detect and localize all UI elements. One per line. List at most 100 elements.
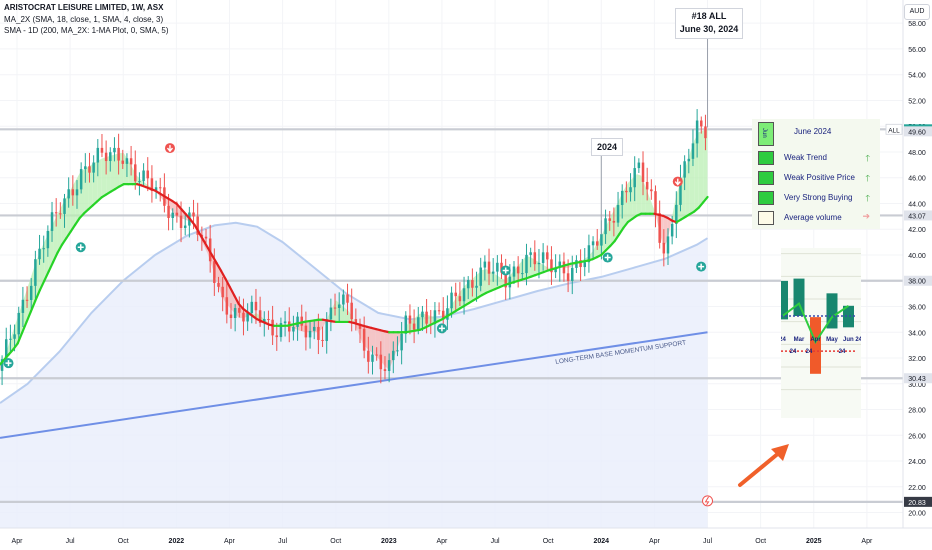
candle-body — [608, 218, 611, 221]
y-axis-background — [903, 0, 932, 550]
candle-body — [38, 248, 41, 260]
y-tick-label: 46.00 — [908, 176, 926, 183]
candle-body — [21, 299, 25, 313]
price-tag — [904, 496, 932, 507]
candle-body — [337, 304, 341, 308]
y-tick-label: 28.00 — [908, 408, 926, 415]
price-tag — [904, 373, 932, 384]
candle-body — [691, 143, 695, 159]
inset-label: 24 — [781, 337, 786, 343]
legend-row: Weak Trend 🡑 — [758, 151, 876, 165]
candle-body — [637, 162, 641, 169]
chart-title: ARISTOCRAT LEISURE LIMITED, 1W, ASX — [4, 3, 164, 12]
candle-body — [666, 236, 670, 254]
candle-body — [96, 147, 100, 163]
currency-button[interactable]: AUD — [904, 4, 930, 20]
inset-label: Apr — [810, 337, 821, 343]
candle-body — [4, 339, 8, 360]
bull-cloud-segment — [39, 242, 45, 291]
x-tick-label: Oct — [330, 538, 341, 545]
x-tick-label: Oct — [543, 538, 554, 545]
candle-body — [346, 294, 349, 303]
ma2x-line-segment — [34, 289, 41, 302]
lightning-glyph — [704, 496, 710, 506]
candle-body — [625, 190, 628, 193]
y-tick-label: 34.00 — [908, 330, 926, 337]
candle-body — [566, 273, 570, 281]
y-tick-label: 40.00 — [908, 253, 926, 260]
ma2x-line-segment — [617, 226, 625, 236]
ma2x-line-segment — [65, 230, 72, 240]
price-tag-label: 43.07 — [908, 213, 926, 220]
candle-body — [254, 301, 258, 311]
bull-cloud-segment — [26, 277, 31, 323]
candle-body — [92, 162, 95, 173]
candle-body — [213, 261, 216, 283]
candle-body — [304, 325, 308, 338]
legend-swatch — [758, 191, 774, 205]
plus-glyph — [77, 244, 84, 251]
candle-body — [392, 350, 395, 361]
candle-body — [533, 252, 537, 265]
ma2x-line-segment — [220, 269, 227, 281]
candle-body — [441, 310, 445, 320]
arrow-head — [771, 444, 789, 461]
candle-body — [50, 212, 54, 231]
candle-body — [675, 204, 678, 224]
indicator-ma2x-label: MA_2X (SMA, 18, close, 1, SMA, 4, close,… — [4, 15, 164, 24]
plus-glyph — [502, 267, 509, 274]
candle-body — [508, 276, 512, 288]
candle-body — [554, 267, 557, 273]
candle-body — [454, 292, 457, 297]
momentum-legend: Jun June 2024 Weak Trend 🡑 Weak Positive… — [752, 119, 880, 229]
candle-body — [425, 311, 428, 324]
candle-body — [479, 267, 482, 286]
candle-body — [267, 318, 270, 320]
bull-cloud-segment — [123, 152, 129, 185]
inset-bar — [793, 278, 805, 316]
arrow-shaft — [738, 450, 782, 487]
candle-body — [29, 285, 33, 300]
candle-body — [333, 307, 337, 309]
bull-cloud-segment — [97, 158, 102, 202]
year-annotation-box: 2024 — [591, 138, 623, 156]
candle-body — [575, 260, 578, 268]
candle-body — [17, 312, 20, 335]
candle-body — [312, 326, 316, 331]
candle-body — [450, 292, 453, 309]
price-tag-label: 38.00 — [908, 279, 926, 286]
candle-body — [292, 326, 295, 332]
candle-body — [546, 252, 549, 260]
candle-body — [516, 266, 520, 274]
bull-cloud-segment — [650, 198, 655, 214]
candle-body — [512, 266, 516, 277]
candle-body — [487, 261, 491, 274]
ma2x-line-segment — [25, 310, 33, 324]
legend-swatch — [758, 171, 774, 185]
inset-bar — [777, 280, 788, 320]
bull-cloud-segment — [110, 154, 115, 192]
candle-body — [612, 220, 616, 223]
bear-cloud-segment — [663, 215, 668, 248]
candle-body — [491, 271, 495, 274]
x-tick-label: Apr — [649, 538, 661, 545]
y-tick-label: 20.00 — [908, 511, 926, 518]
candle-body — [300, 316, 303, 326]
y-tick-label: 52.00 — [908, 98, 926, 105]
ma2x-line-segment — [29, 299, 37, 313]
legend-row: Weak Positive Price 🡑 — [758, 171, 876, 185]
candle-body — [150, 178, 154, 192]
legend-row: Average volume ➔ — [758, 211, 876, 225]
legend-swatch — [758, 211, 774, 225]
sell-signal-icon — [164, 143, 175, 154]
bull-cloud-segment — [344, 308, 350, 322]
candle-body — [645, 181, 649, 190]
candle-body — [466, 280, 470, 289]
bull-cloud-segment — [101, 157, 107, 198]
ma2x-line-segment — [622, 220, 630, 229]
bull-cloud-segment — [645, 187, 651, 214]
candle-body — [283, 321, 287, 324]
y-tick-label: 48.00 — [908, 150, 926, 157]
candle-body — [683, 161, 686, 178]
